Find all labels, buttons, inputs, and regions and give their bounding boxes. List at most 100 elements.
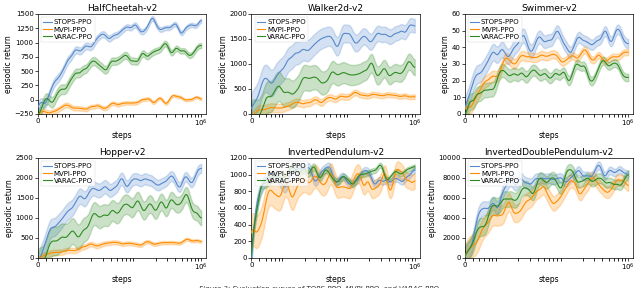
Line: STOPS-PPO: STOPS-PPO bbox=[252, 167, 415, 261]
VARAC-PPO bbox=[461, 112, 469, 116]
VARAC-PPO bbox=[248, 245, 256, 249]
Line: VARAC-PPO: VARAC-PPO bbox=[38, 44, 201, 115]
STOPS-PPO bbox=[625, 173, 632, 176]
Line: STOPS-PPO: STOPS-PPO bbox=[252, 25, 415, 109]
VARAC-PPO bbox=[172, 47, 180, 50]
STOPS-PPO bbox=[346, 182, 353, 186]
Y-axis label: episodic return: episodic return bbox=[219, 35, 228, 93]
Line: STOPS-PPO: STOPS-PPO bbox=[465, 29, 628, 108]
MVPI-PPO bbox=[348, 185, 355, 188]
VARAC-PPO bbox=[411, 66, 419, 69]
VARAC-PPO bbox=[344, 178, 352, 182]
VARAC-PPO bbox=[182, 193, 190, 196]
STOPS-PPO bbox=[557, 177, 565, 180]
VARAC-PPO bbox=[34, 114, 42, 117]
VARAC-PPO bbox=[405, 60, 413, 63]
X-axis label: steps: steps bbox=[112, 131, 132, 140]
Y-axis label: episodic return: episodic return bbox=[5, 179, 14, 237]
MVPI-PPO bbox=[344, 95, 352, 98]
VARAC-PPO bbox=[386, 176, 394, 180]
STOPS-PPO bbox=[345, 32, 353, 35]
VARAC-PPO bbox=[599, 59, 607, 62]
VARAC-PPO bbox=[131, 59, 138, 63]
STOPS-PPO bbox=[461, 106, 468, 110]
VARAC-PPO bbox=[131, 203, 138, 207]
VARAC-PPO bbox=[34, 263, 42, 267]
Y-axis label: episodic return: episodic return bbox=[428, 179, 437, 237]
MVPI-PPO bbox=[35, 257, 42, 261]
X-axis label: steps: steps bbox=[325, 275, 346, 284]
MVPI-PPO bbox=[182, 98, 190, 102]
STOPS-PPO bbox=[558, 38, 566, 42]
VARAC-PPO bbox=[197, 44, 205, 47]
VARAC-PPO bbox=[348, 73, 355, 77]
MVPI-PPO bbox=[394, 168, 402, 171]
MVPI-PPO bbox=[197, 97, 205, 101]
MVPI-PPO bbox=[396, 95, 404, 98]
VARAC-PPO bbox=[134, 199, 141, 203]
MVPI-PPO bbox=[461, 108, 468, 111]
VARAC-PPO bbox=[385, 74, 393, 77]
MVPI-PPO bbox=[599, 58, 607, 62]
VARAC-PPO bbox=[461, 113, 468, 117]
VARAC-PPO bbox=[131, 60, 139, 63]
MVPI-PPO bbox=[411, 95, 419, 98]
VARAC-PPO bbox=[625, 173, 632, 177]
VARAC-PPO bbox=[161, 42, 169, 46]
STOPS-PPO bbox=[131, 177, 139, 181]
Y-axis label: episodic return: episodic return bbox=[4, 35, 13, 93]
MVPI-PPO bbox=[561, 188, 569, 192]
STOPS-PPO bbox=[561, 43, 569, 47]
MVPI-PPO bbox=[197, 240, 205, 243]
VARAC-PPO bbox=[561, 72, 569, 75]
Y-axis label: episodic return: episodic return bbox=[219, 179, 228, 237]
VARAC-PPO bbox=[557, 185, 565, 189]
MVPI-PPO bbox=[557, 194, 565, 197]
STOPS-PPO bbox=[35, 261, 42, 264]
MVPI-PPO bbox=[461, 107, 469, 110]
MVPI-PPO bbox=[625, 184, 632, 187]
STOPS-PPO bbox=[134, 178, 141, 181]
STOPS-PPO bbox=[407, 23, 415, 27]
STOPS-PPO bbox=[182, 175, 189, 179]
Legend: STOPS-PPO, MVPI-PPO, VARAC-PPO: STOPS-PPO, MVPI-PPO, VARAC-PPO bbox=[468, 161, 522, 186]
MVPI-PPO bbox=[345, 187, 353, 190]
Legend: STOPS-PPO, MVPI-PPO, VARAC-PPO: STOPS-PPO, MVPI-PPO, VARAC-PPO bbox=[255, 17, 308, 42]
Line: VARAC-PPO: VARAC-PPO bbox=[252, 165, 415, 254]
STOPS-PPO bbox=[461, 105, 469, 108]
Legend: STOPS-PPO, MVPI-PPO, VARAC-PPO: STOPS-PPO, MVPI-PPO, VARAC-PPO bbox=[468, 17, 522, 42]
X-axis label: steps: steps bbox=[112, 275, 132, 284]
MVPI-PPO bbox=[345, 95, 353, 98]
VARAC-PPO bbox=[561, 175, 569, 179]
STOPS-PPO bbox=[599, 172, 607, 175]
STOPS-PPO bbox=[131, 23, 138, 27]
Title: Swimmer-v2: Swimmer-v2 bbox=[521, 4, 577, 13]
STOPS-PPO bbox=[385, 35, 393, 38]
STOPS-PPO bbox=[248, 105, 256, 109]
Line: MVPI-PPO: MVPI-PPO bbox=[252, 92, 415, 117]
VARAC-PPO bbox=[558, 184, 566, 188]
VARAC-PPO bbox=[558, 71, 566, 75]
MVPI-PPO bbox=[461, 253, 469, 257]
STOPS-PPO bbox=[148, 17, 156, 20]
VARAC-PPO bbox=[461, 253, 469, 257]
MVPI-PPO bbox=[599, 187, 607, 191]
MVPI-PPO bbox=[396, 169, 404, 173]
MVPI-PPO bbox=[625, 50, 632, 54]
MVPI-PPO bbox=[386, 93, 394, 96]
VARAC-PPO bbox=[599, 178, 607, 182]
MVPI-PPO bbox=[351, 91, 359, 94]
VARAC-PPO bbox=[197, 216, 205, 219]
MVPI-PPO bbox=[344, 187, 352, 190]
STOPS-PPO bbox=[461, 255, 468, 259]
Title: InvertedDoublePendulum-v2: InvertedDoublePendulum-v2 bbox=[484, 148, 614, 157]
MVPI-PPO bbox=[131, 242, 138, 246]
MVPI-PPO bbox=[561, 59, 569, 63]
Line: STOPS-PPO: STOPS-PPO bbox=[38, 168, 201, 264]
STOPS-PPO bbox=[625, 42, 632, 45]
Line: MVPI-PPO: MVPI-PPO bbox=[38, 96, 201, 114]
STOPS-PPO bbox=[344, 32, 352, 35]
MVPI-PPO bbox=[385, 186, 393, 190]
MVPI-PPO bbox=[34, 258, 42, 261]
STOPS-PPO bbox=[34, 106, 42, 109]
